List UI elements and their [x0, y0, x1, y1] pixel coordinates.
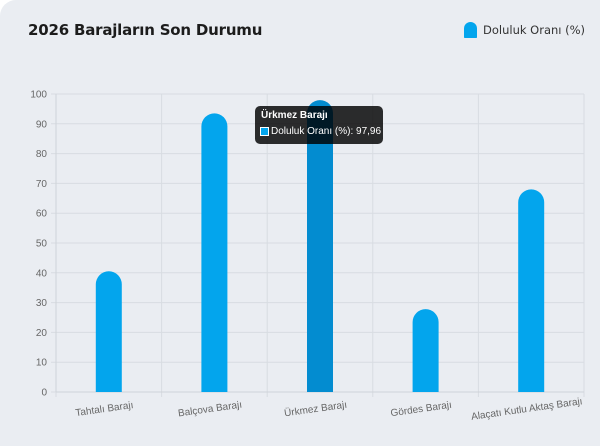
- y-tick-label: 70: [36, 179, 48, 190]
- x-tick-label: Ürkmez Barajı: [283, 399, 347, 420]
- bar[interactable]: [412, 309, 439, 392]
- y-tick-label: 100: [30, 90, 47, 101]
- y-tick-label: 60: [36, 209, 48, 220]
- x-tick-label: Alaçatı Kutlu Aktaş Barajı: [470, 396, 583, 423]
- chart-tooltip: Ürkmez Barajı Doluluk Oranı (%): 97,96: [255, 106, 383, 144]
- legend-label: Doluluk Oranı (%): [483, 23, 586, 37]
- y-tick-label: 0: [41, 388, 47, 399]
- x-tick-label: Tahtalı Barajı: [75, 400, 134, 419]
- tooltip-value: Doluluk Oranı (%): 97,96: [271, 126, 382, 137]
- y-tick-label: 40: [36, 268, 48, 279]
- bar[interactable]: [201, 113, 228, 393]
- x-tick-label: Gördes Barajı: [390, 400, 453, 419]
- y-tick-label: 80: [36, 149, 48, 160]
- tooltip-title: Ürkmez Barajı: [261, 110, 328, 121]
- bar[interactable]: [307, 100, 333, 392]
- chart-title: 2026 Barajların Son Durumu: [28, 21, 263, 39]
- bar[interactable]: [95, 271, 122, 392]
- y-tick-label: 30: [36, 298, 48, 309]
- x-tick-label: Balçova Barajı: [177, 400, 242, 420]
- tooltip-swatch-icon: [260, 127, 269, 136]
- bar[interactable]: [518, 189, 545, 392]
- y-tick-label: 20: [36, 328, 48, 339]
- y-tick-label: 10: [36, 358, 48, 369]
- legend-swatch-icon: [464, 22, 477, 38]
- y-tick-label: 50: [36, 239, 48, 250]
- tooltip-row: Doluluk Oranı (%): 97,96: [260, 126, 381, 137]
- legend-item[interactable]: Doluluk Oranı (%): [464, 22, 585, 38]
- y-tick-label: 90: [36, 119, 48, 130]
